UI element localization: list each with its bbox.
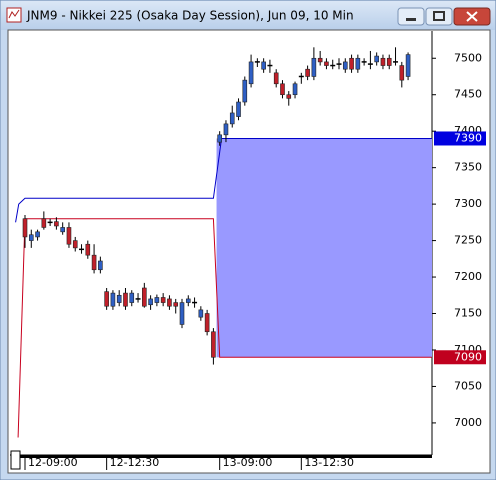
candle-body: [85, 243, 91, 256]
candle-body: [41, 218, 47, 228]
maximize-glyph: [433, 11, 445, 21]
candle-body: [305, 68, 310, 77]
candle-body: [211, 331, 216, 358]
candle-body: [185, 298, 191, 303]
maximize-button[interactable]: [425, 7, 453, 26]
candle-body: [349, 57, 354, 70]
candle-body: [116, 294, 122, 303]
candle-body: [229, 112, 235, 125]
candle-body: [28, 234, 34, 241]
candle-body: [355, 57, 361, 70]
candle-body: [198, 309, 204, 318]
x-tick-label: 13-12:30: [304, 456, 354, 469]
candle-body: [173, 302, 179, 307]
window-title: JNM9 - Nikkei 225 (Osaka Day Session), J…: [26, 9, 354, 23]
minimize-button[interactable]: [397, 7, 425, 26]
candle-body: [261, 61, 266, 70]
candle-body: [160, 297, 166, 303]
candle-body: [54, 221, 59, 227]
candle-body: [104, 291, 109, 307]
y-tick-label: 7050: [454, 379, 482, 392]
x-tick-label: 12-12:30: [110, 456, 160, 469]
candle-body: [292, 83, 298, 96]
price-marker-label: 7390: [454, 131, 482, 144]
y-tick-label: 7300: [454, 197, 482, 210]
candle-body: [311, 57, 317, 77]
candle-body: [217, 134, 222, 143]
plot-area: [15, 47, 432, 438]
y-tick-label: 7350: [454, 161, 482, 174]
scroll-handle[interactable]: [10, 450, 21, 470]
candle-body: [386, 57, 392, 66]
x-tick-label: 12-09:00: [28, 456, 78, 469]
candle-body: [317, 57, 323, 63]
candle-body: [142, 287, 147, 307]
candle-body: [204, 313, 210, 333]
candle-body: [35, 231, 40, 238]
y-tick-label: 7500: [454, 51, 482, 64]
candle-body: [380, 57, 386, 66]
x-axis-bar: [11, 455, 432, 458]
candle-body: [154, 297, 160, 303]
y-tick-label: 7000: [454, 416, 482, 429]
y-tick-label: 7250: [454, 234, 482, 247]
x-tick-label: 13-09:00: [223, 456, 273, 469]
candle-body: [66, 227, 72, 245]
candle-body: [91, 254, 97, 271]
candle-body: [179, 302, 185, 325]
candle-body: [324, 61, 329, 66]
candle-body: [72, 240, 78, 249]
price-band: [216, 138, 432, 358]
candle-body: [123, 292, 128, 307]
candle-body: [286, 94, 292, 99]
close-glyph: [466, 11, 478, 22]
level-line: [15, 137, 432, 223]
candle-body: [22, 218, 28, 238]
candle-body: [98, 260, 103, 271]
price-marker: [434, 131, 486, 146]
candle-body: [110, 292, 116, 307]
candle-body: [280, 83, 285, 96]
candle-body: [129, 292, 135, 303]
axis-layer: 7000705071007150720072507300735074007450…: [24, 51, 486, 470]
candle-body: [167, 298, 172, 307]
minimize-glyph: [406, 18, 416, 21]
candle-body: [273, 72, 279, 85]
y-tick-label: 7450: [454, 88, 482, 101]
y-tick-label: 7150: [454, 307, 482, 320]
candle-body: [399, 65, 405, 81]
candle-body: [405, 54, 411, 77]
candle-body: [248, 61, 254, 85]
candle-body: [236, 101, 241, 117]
y-tick-label: 7200: [454, 270, 482, 283]
candle-body: [60, 227, 65, 233]
candle-body: [374, 55, 379, 63]
candle-body: [342, 61, 348, 70]
price-marker: [434, 350, 486, 365]
app-icon-glyph: [8, 9, 20, 19]
candle-body: [223, 123, 229, 136]
level-line: [17, 218, 432, 438]
candle-body: [242, 79, 248, 103]
price-marker-label: 7090: [454, 350, 482, 363]
candle-body: [148, 298, 153, 306]
